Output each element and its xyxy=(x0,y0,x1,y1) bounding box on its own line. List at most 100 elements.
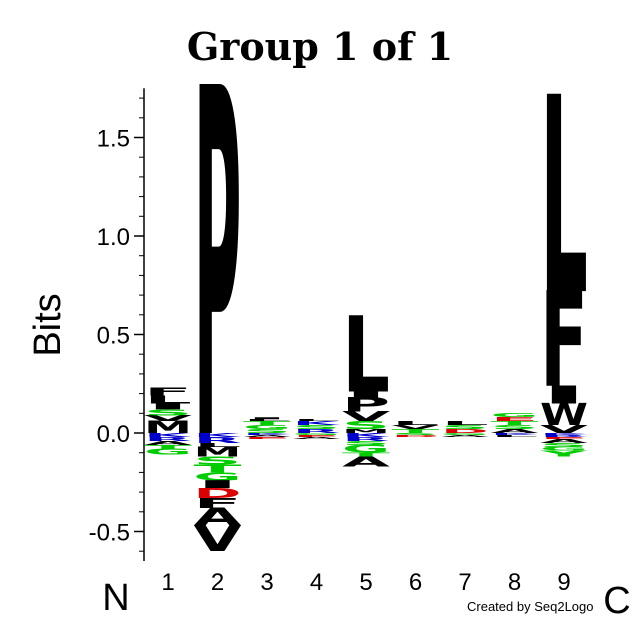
logo-letter-f: F xyxy=(144,385,192,398)
logo-letter-l: L xyxy=(540,39,588,355)
logo-letter-g: G xyxy=(144,447,192,457)
logo-letter-i: I xyxy=(194,478,242,491)
logo-letter-e: E xyxy=(491,416,539,422)
logo-letter-l: L xyxy=(194,442,242,448)
logo-letter-s: S xyxy=(342,440,390,446)
logo-letter-r: R xyxy=(293,428,341,434)
logo-letter-k: K xyxy=(491,432,539,435)
logo-letter-g: G xyxy=(293,432,341,435)
logo-letter-l: L xyxy=(243,419,291,422)
logo-letter-r: R xyxy=(144,436,192,442)
logo-letter-f: F xyxy=(194,495,242,511)
chart-title: Group 1 of 1 xyxy=(187,24,453,69)
logo-letter-i: I xyxy=(342,390,390,400)
logo-letter-m: M xyxy=(144,418,192,437)
logo-letter-m: M xyxy=(194,444,242,460)
logo-letter-v: V xyxy=(342,408,390,424)
logo-letter-s: S xyxy=(392,432,440,435)
x-tick-label: 4 xyxy=(310,569,323,596)
logo-letter-l: L xyxy=(144,393,192,406)
x-tick-label: 1 xyxy=(161,569,174,596)
x-tick-label: 6 xyxy=(409,569,422,596)
logo-letter-a: A xyxy=(441,434,489,437)
logo-letter-a: A xyxy=(194,503,243,532)
logo-letter-g: G xyxy=(243,424,291,430)
logo-letter-d: D xyxy=(441,428,489,434)
logo-letter-g: G xyxy=(441,432,489,435)
logo-letter-l: L xyxy=(392,420,440,426)
y-tick-label: 1.0 xyxy=(97,224,130,251)
logo-letter-v: V xyxy=(194,518,242,560)
logo-letter-g: G xyxy=(491,412,539,418)
logo-letter-k: K xyxy=(540,432,588,435)
x-tick-label: 8 xyxy=(508,569,521,596)
logo-letter-p: P xyxy=(342,394,390,416)
logo-letter-e: E xyxy=(243,436,291,439)
y-axis: 1.5 1.0 0.5 0.0 -0.5 xyxy=(89,88,145,562)
logo-letter-k: K xyxy=(144,432,192,438)
logo-letter-a: A xyxy=(144,440,192,446)
credit-text: Created by Seq2Logo xyxy=(467,599,593,614)
logo-letter-i: I xyxy=(540,381,588,410)
logo-letter-p: P xyxy=(194,0,242,546)
logo-letter-r: R xyxy=(194,435,242,444)
y-tick-label: 1.5 xyxy=(97,126,130,153)
n-terminus-label: N xyxy=(102,577,129,619)
logo-letter-m: M xyxy=(342,428,390,434)
logo-letter-g: G xyxy=(540,446,588,452)
logo-letter-k: K xyxy=(194,432,242,438)
logo-letter-k: K xyxy=(293,420,341,426)
logo-letter-g: G xyxy=(194,470,242,483)
logo-letter-e: E xyxy=(540,436,588,439)
logo-letter-a: A xyxy=(342,454,390,470)
x-tick-label: 3 xyxy=(260,569,273,596)
logo-letter-a: A xyxy=(491,428,539,434)
logo-letter-v: V xyxy=(392,424,440,430)
x-tick-label: 2 xyxy=(211,569,224,596)
logo-letter-s: S xyxy=(194,455,242,468)
logo-letter-i: I xyxy=(243,417,291,420)
logo-letter-s: S xyxy=(491,424,539,430)
logo-letter-v: V xyxy=(144,414,192,423)
logo-letter-l: L xyxy=(491,434,539,437)
logo-letter-v: V xyxy=(540,423,589,436)
logo-letter-y: Y xyxy=(539,449,588,459)
logo-letter-l: L xyxy=(293,419,341,422)
logo-letter-t: T xyxy=(243,420,291,426)
x-tick-label: 5 xyxy=(359,569,372,596)
logo-letter-l: L xyxy=(441,420,489,426)
y-tick-label: 0.5 xyxy=(97,323,130,350)
logo-letter-t: T xyxy=(144,444,192,450)
logo-letter-a: A xyxy=(243,434,291,437)
logo-letter-d: D xyxy=(392,434,440,437)
logo-letter-s: S xyxy=(243,428,291,434)
logo-letter-r: R xyxy=(540,434,588,437)
y-tick-label: 0.0 xyxy=(97,421,130,448)
logo-letter-s: S xyxy=(441,424,489,430)
logo-letter-f: F xyxy=(540,264,588,417)
logo-letter-t: T xyxy=(392,428,440,434)
logo-letter-t: T xyxy=(491,420,539,426)
x-tick-label: 9 xyxy=(557,569,570,596)
logo-letter-s: S xyxy=(342,419,390,432)
y-tick-label: -0.5 xyxy=(89,520,130,547)
logo-letter-l: L xyxy=(342,297,390,417)
logo-letter-a: A xyxy=(293,436,341,439)
logo-letter-t: T xyxy=(342,452,390,458)
logo-letter-a: A xyxy=(540,438,588,444)
x-tick-label: 7 xyxy=(458,569,471,596)
logo-letter-r: R xyxy=(342,436,390,442)
logo-letter-g: G xyxy=(342,443,390,456)
x-axis-ticks: 1 2 3 4 5 6 7 8 9 xyxy=(161,569,570,596)
y-axis-label: Bits xyxy=(27,293,69,356)
logo-letter-i: I xyxy=(144,402,192,412)
logo-letter-k: K xyxy=(342,432,390,438)
c-terminus-label: C xyxy=(603,580,630,622)
logo-letter-d: D xyxy=(194,485,242,501)
logo-letter-k: K xyxy=(243,432,291,435)
logo-letter-w: W xyxy=(540,397,588,432)
logo-letter-s: S xyxy=(144,408,192,418)
logo-letter-s: S xyxy=(540,442,588,448)
